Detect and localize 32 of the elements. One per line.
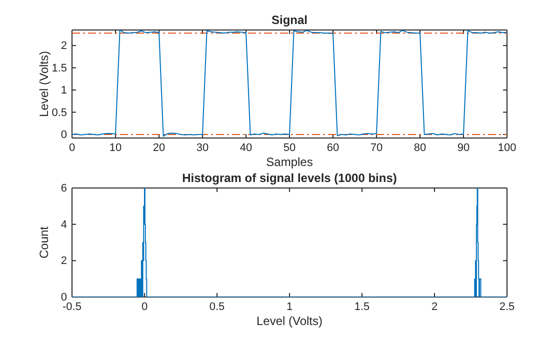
y-tick-label: 0.5	[52, 106, 67, 119]
y-axis-title: Count	[37, 226, 51, 259]
y-tick-label: 6	[60, 182, 67, 195]
x-tick-label: 20	[152, 142, 166, 154]
x-tick-label: 70	[370, 142, 383, 154]
chart-title: Signal	[271, 13, 308, 27]
x-tick-label: 2.5	[499, 300, 515, 313]
line-series	[72, 30, 507, 137]
x-tick-label: 2	[431, 300, 438, 313]
x-tick-label: 1.5	[354, 300, 370, 313]
y-tick-label: 1	[60, 84, 67, 97]
x-tick-label: 50	[283, 142, 296, 154]
y-tick-label: 0	[60, 128, 67, 141]
chart-title: Histogram of signal levels (1000 bins)	[182, 171, 397, 185]
x-axis-title: Level (Volts)	[256, 314, 323, 328]
x-tick-label: 10	[109, 142, 122, 154]
y-tick-label: 2	[60, 40, 67, 52]
x-tick-label: 60	[326, 142, 340, 154]
x-tick-label: 90	[457, 142, 470, 154]
x-tick-label: 40	[240, 142, 252, 154]
y-tick-label: 2	[60, 255, 67, 268]
x-tick-label: 30	[196, 142, 209, 154]
y-tick-label: 4	[60, 218, 67, 231]
y-tick-label: 1.5	[52, 62, 67, 74]
x-tick-label: 0	[141, 300, 148, 313]
x-tick-label: 1	[286, 300, 293, 313]
x-axis-title: Samples	[266, 155, 313, 169]
x-tick-label: 0.5	[209, 300, 225, 313]
y-axis-title: Level (Volts)	[37, 50, 51, 118]
x-tick-label: 80	[414, 142, 426, 154]
x-tick-label: 0	[68, 142, 76, 154]
x-tick-label: 100	[498, 142, 516, 154]
